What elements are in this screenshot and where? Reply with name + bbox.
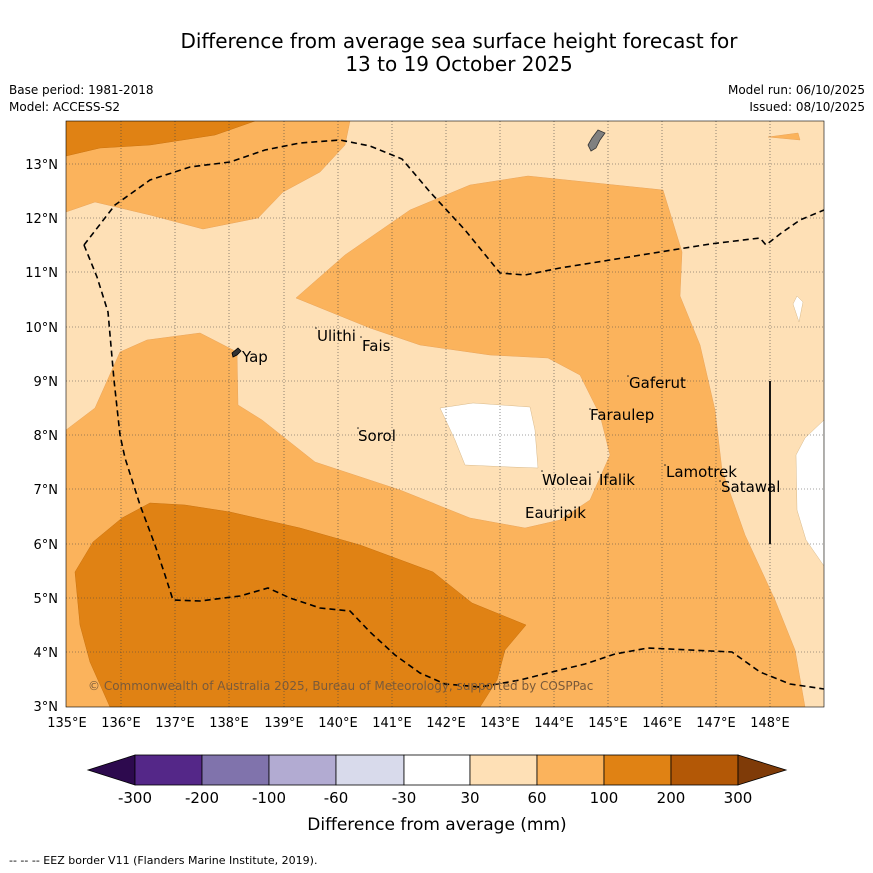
- lon-label: 141°E: [372, 716, 412, 731]
- lon-label: 144°E: [534, 716, 574, 731]
- colorbar-segment: [469, 754, 538, 786]
- colorbar-segment: [268, 754, 337, 786]
- issued-date: Issued: 08/10/2025: [749, 100, 865, 114]
- colorbar-extend-high: [737, 754, 788, 786]
- colorbar-segment: [201, 754, 270, 786]
- lat-label: 5°N: [34, 592, 59, 607]
- lat-label: 10°N: [25, 321, 58, 336]
- band-100-200-northwest: [66, 121, 256, 157]
- lon-label: 145°E: [588, 716, 628, 731]
- lon-label: 146°E: [642, 716, 682, 731]
- colorbar-tick: -60: [324, 789, 349, 807]
- label-lamotrek: Lamotrek: [666, 463, 737, 481]
- lat-label: 4°N: [34, 646, 59, 661]
- colorbar: [86, 754, 788, 786]
- lon-label: 148°E: [750, 716, 790, 731]
- colorbar-tick: 60: [527, 789, 546, 807]
- label-satawal: Satawal: [721, 478, 780, 496]
- lat-label: 12°N: [25, 212, 58, 227]
- latitude-axis: 13°N 12°N 11°N 10°N 9°N 8°N 7°N 6°N 5°N …: [25, 158, 58, 715]
- colorbar-segment: [603, 754, 672, 786]
- label-woleai: Woleai: [542, 471, 592, 489]
- map-title-line-2: 13 to 19 October 2025: [345, 52, 573, 76]
- colorbar-tick: -100: [252, 789, 286, 807]
- label-eauripik: Eauripik: [525, 504, 586, 522]
- label-ifalik: Ifalik: [599, 471, 635, 489]
- colorbar-segment: [134, 754, 203, 786]
- band-100-200-south: [74, 502, 527, 707]
- label-sorol: Sorol: [358, 427, 396, 445]
- colorbar-ticks: -300 -200 -100 -60 -30 30 60 100 200 300: [118, 789, 752, 807]
- lon-label: 147°E: [696, 716, 736, 731]
- colorbar-label: Difference from average (mm): [307, 815, 566, 835]
- map-frame: [65, 120, 825, 708]
- lon-label: 139°E: [264, 716, 304, 731]
- eez-border-south: [83, 244, 824, 690]
- lon-label: 143°E: [480, 716, 520, 731]
- lat-label: 11°N: [25, 266, 58, 281]
- lat-label: 3°N: [34, 700, 59, 715]
- colorbar-segment: [335, 754, 405, 786]
- colorbar-tick: 100: [590, 789, 619, 807]
- eez-legend: -- -- -- EEZ border V11 (Flanders Marine…: [9, 854, 317, 867]
- map-copyright: © Commonwealth of Australia 2025, Bureau…: [88, 679, 593, 693]
- label-ulithi: Ulithi: [317, 327, 356, 345]
- band-below-30-center: [439, 402, 539, 469]
- colorbar-tick: -200: [185, 789, 219, 807]
- base-period: Base period: 1981-2018: [9, 83, 154, 97]
- label-fais: Fais: [362, 337, 391, 355]
- colorbar-segment: [536, 754, 605, 786]
- guam-island-shape: [587, 129, 606, 152]
- band-below-30-east: [795, 419, 824, 567]
- colorbar-tick: 300: [724, 789, 753, 807]
- atoll-markers: [315, 327, 721, 482]
- map-grid: [66, 121, 824, 707]
- label-faraulep: Faraulep: [590, 406, 654, 424]
- eez-border-west: [83, 139, 824, 276]
- lat-label: 6°N: [34, 538, 59, 553]
- map-title-line-1: Difference from average sea surface heig…: [180, 29, 738, 53]
- colorbar-segment: [670, 754, 739, 786]
- label-yap: Yap: [241, 348, 268, 366]
- longitude-axis: 135°E 136°E 137°E 138°E 139°E 140°E 141°…: [47, 716, 790, 731]
- colorbar-tick: -30: [392, 789, 417, 807]
- lat-label: 8°N: [34, 429, 59, 444]
- colorbar-tick: 200: [657, 789, 686, 807]
- map-plot-area: Yap Ulithi Fais Gaferut Faraulep Sorol W…: [66, 121, 824, 707]
- model-name: Model: ACCESS-S2: [9, 100, 121, 114]
- lon-label: 142°E: [426, 716, 466, 731]
- lat-label: 9°N: [34, 375, 59, 390]
- yap-island-shape: [231, 347, 242, 358]
- colorbar-tick: 30: [460, 789, 479, 807]
- lon-label: 138°E: [209, 716, 249, 731]
- lon-label: 135°E: [47, 716, 87, 731]
- colorbar-segment: [403, 754, 471, 786]
- colorbar-extend-low: [86, 754, 136, 786]
- label-gaferut: Gaferut: [629, 374, 686, 392]
- colorbar-tick: -300: [118, 789, 152, 807]
- lat-label: 13°N: [25, 158, 58, 173]
- lon-label: 137°E: [155, 716, 195, 731]
- band-below-30-small: [792, 295, 804, 323]
- lon-label: 140°E: [318, 716, 358, 731]
- lon-label: 136°E: [101, 716, 141, 731]
- band-60-100-northeast: [767, 132, 801, 141]
- lat-label: 7°N: [34, 483, 59, 498]
- model-run: Model run: 06/10/2025: [727, 83, 865, 97]
